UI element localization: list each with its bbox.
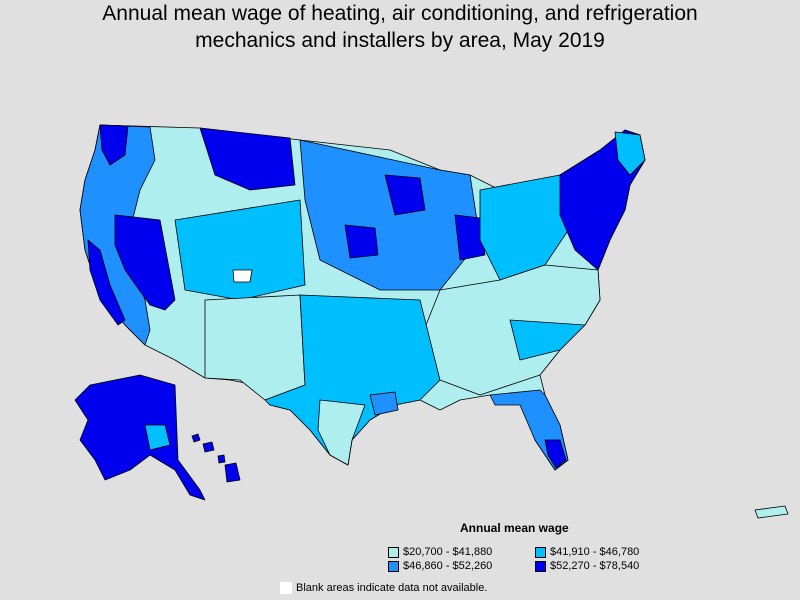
legend-label-4: $52,270 - $78,540 xyxy=(550,560,640,572)
map-title: Annual mean wage of heating, air conditi… xyxy=(0,0,800,54)
region-maine xyxy=(614,131,646,176)
region-blank-wy xyxy=(232,269,253,283)
blank-note-text: Blank areas indicate data not available. xyxy=(296,582,488,594)
legend-label-1: $20,700 - $41,880 xyxy=(403,546,493,558)
region-alaska xyxy=(74,374,206,501)
region-puerto-rico xyxy=(754,505,789,519)
region-hawaii-1 xyxy=(191,433,201,443)
legend-item-2: $41,910 - $46,780 xyxy=(535,546,639,558)
blank-note: Blank areas indicate data not available. xyxy=(280,582,487,594)
legend-swatch-2 xyxy=(535,546,546,558)
legend-label-2: $41,910 - $46,780 xyxy=(550,546,640,558)
region-mountain xyxy=(174,199,306,301)
region-alaska-2 xyxy=(144,424,171,451)
legend-item-1: $20,700 - $41,880 xyxy=(388,546,492,558)
legend-item-4: $52,270 - $78,540 xyxy=(535,560,639,572)
legend-item-3: $46,860 - $52,260 xyxy=(388,560,492,572)
legend-swatch-1 xyxy=(388,546,399,558)
map-title-line1: Annual mean wage of heating, air conditi… xyxy=(102,2,698,25)
blank-swatch xyxy=(280,582,292,594)
region-hawaii-4 xyxy=(224,462,241,483)
region-minneapolis xyxy=(384,174,426,216)
region-nevada xyxy=(114,214,176,311)
region-florida-dark xyxy=(544,439,567,469)
legend-title: Annual mean wage xyxy=(460,521,569,535)
region-southwest xyxy=(204,294,306,401)
region-hawaii-3 xyxy=(217,454,226,464)
region-chicago xyxy=(454,214,486,261)
region-texas-south xyxy=(317,399,366,466)
map-title-line2: mechanics and installers by area, May 20… xyxy=(195,29,605,52)
legend-swatch-4 xyxy=(535,560,546,572)
region-california-coast xyxy=(87,239,126,326)
region-montana xyxy=(199,127,296,191)
region-houston xyxy=(369,391,399,416)
region-denver xyxy=(344,224,379,259)
legend-swatch-3 xyxy=(388,560,399,572)
region-hawaii-2 xyxy=(202,441,215,453)
legend-label-3: $46,860 - $52,260 xyxy=(403,560,493,572)
region-carolinas xyxy=(509,319,586,361)
region-seattle xyxy=(99,124,129,166)
